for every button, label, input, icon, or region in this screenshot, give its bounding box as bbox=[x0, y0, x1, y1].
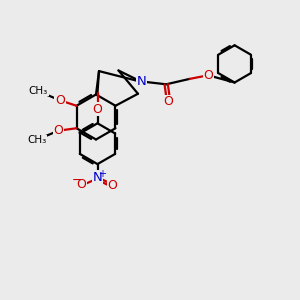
Text: O: O bbox=[54, 124, 64, 137]
Text: N: N bbox=[93, 171, 102, 184]
Text: CH₃: CH₃ bbox=[29, 86, 48, 96]
Text: O: O bbox=[203, 69, 213, 82]
Text: O: O bbox=[55, 94, 65, 107]
Text: +: + bbox=[98, 169, 106, 179]
Text: −: − bbox=[72, 174, 83, 188]
Text: O: O bbox=[164, 95, 173, 108]
Text: O: O bbox=[108, 179, 117, 192]
Text: O: O bbox=[93, 103, 102, 116]
Text: CH₃: CH₃ bbox=[27, 135, 46, 145]
Text: O: O bbox=[77, 178, 86, 191]
Text: N: N bbox=[137, 75, 146, 88]
